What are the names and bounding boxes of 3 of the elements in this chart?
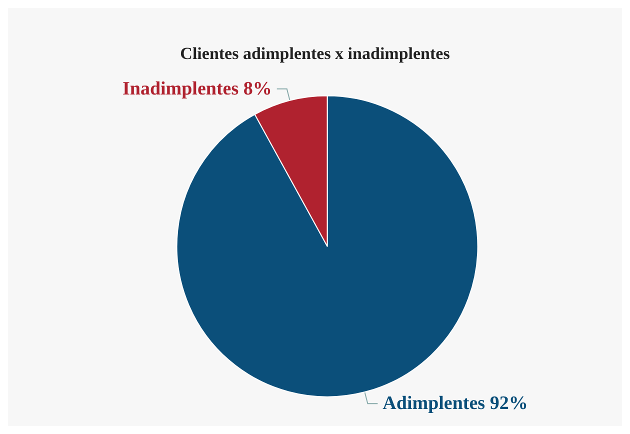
slice-label: Adimplentes 92% <box>382 393 528 414</box>
slice-label: Inadimplentes 8% <box>122 78 272 100</box>
chart-title: Clientes adimplentes x inadimplentes <box>180 44 450 63</box>
